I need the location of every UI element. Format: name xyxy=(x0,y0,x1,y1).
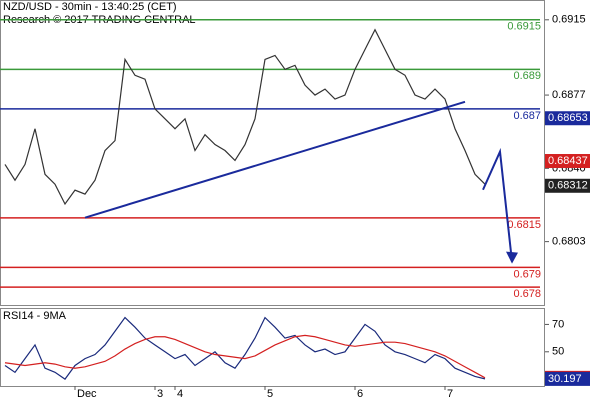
series-line xyxy=(4,28,486,206)
price-tag xyxy=(545,111,590,126)
arrow xyxy=(482,147,513,262)
price-tag xyxy=(545,371,590,386)
level-label: 0.687 xyxy=(513,110,541,122)
price-tag-label: 0.68437 xyxy=(548,155,588,167)
x-tick-label: Dec xyxy=(77,388,97,400)
arrow-head xyxy=(506,251,518,264)
x-tick-label: 5 xyxy=(267,388,273,400)
series-line xyxy=(4,316,486,380)
price-tag-label: 0.68312 xyxy=(548,180,588,192)
price-tag-label: 30.197 xyxy=(548,373,582,385)
x-tick-label: 3 xyxy=(157,388,163,400)
level-label: 0.689 xyxy=(513,70,541,82)
chart-title: NZD/USD - 30min - 13:40:25 (CET) xyxy=(3,1,177,13)
level-label: 0.678 xyxy=(513,288,541,300)
y-tick-label: 0.6877 xyxy=(552,89,586,101)
price-panel xyxy=(0,0,545,306)
y-tick-label: 70 xyxy=(552,318,564,330)
x-tick-label: 6 xyxy=(357,388,363,400)
rsi-title: RSI14 - 9MA xyxy=(3,310,67,322)
x-tick-label: 7 xyxy=(447,388,453,400)
y-tick-label: 50 xyxy=(552,346,564,358)
level-label: 0.679 xyxy=(513,268,541,280)
rsi-panel xyxy=(0,308,545,387)
series-line xyxy=(4,334,486,379)
x-tick-label: 4 xyxy=(177,388,183,400)
level-label: 0.6915 xyxy=(507,21,541,33)
trendline xyxy=(84,100,466,219)
price-tag-label: 0.68653 xyxy=(548,112,588,124)
level-label: 0.6815 xyxy=(507,219,541,231)
y-tick-label: 0.6803 xyxy=(552,236,586,248)
price-tag xyxy=(545,178,590,193)
price-tag xyxy=(545,154,590,169)
y-tick-label: 0.6915 xyxy=(552,14,586,26)
